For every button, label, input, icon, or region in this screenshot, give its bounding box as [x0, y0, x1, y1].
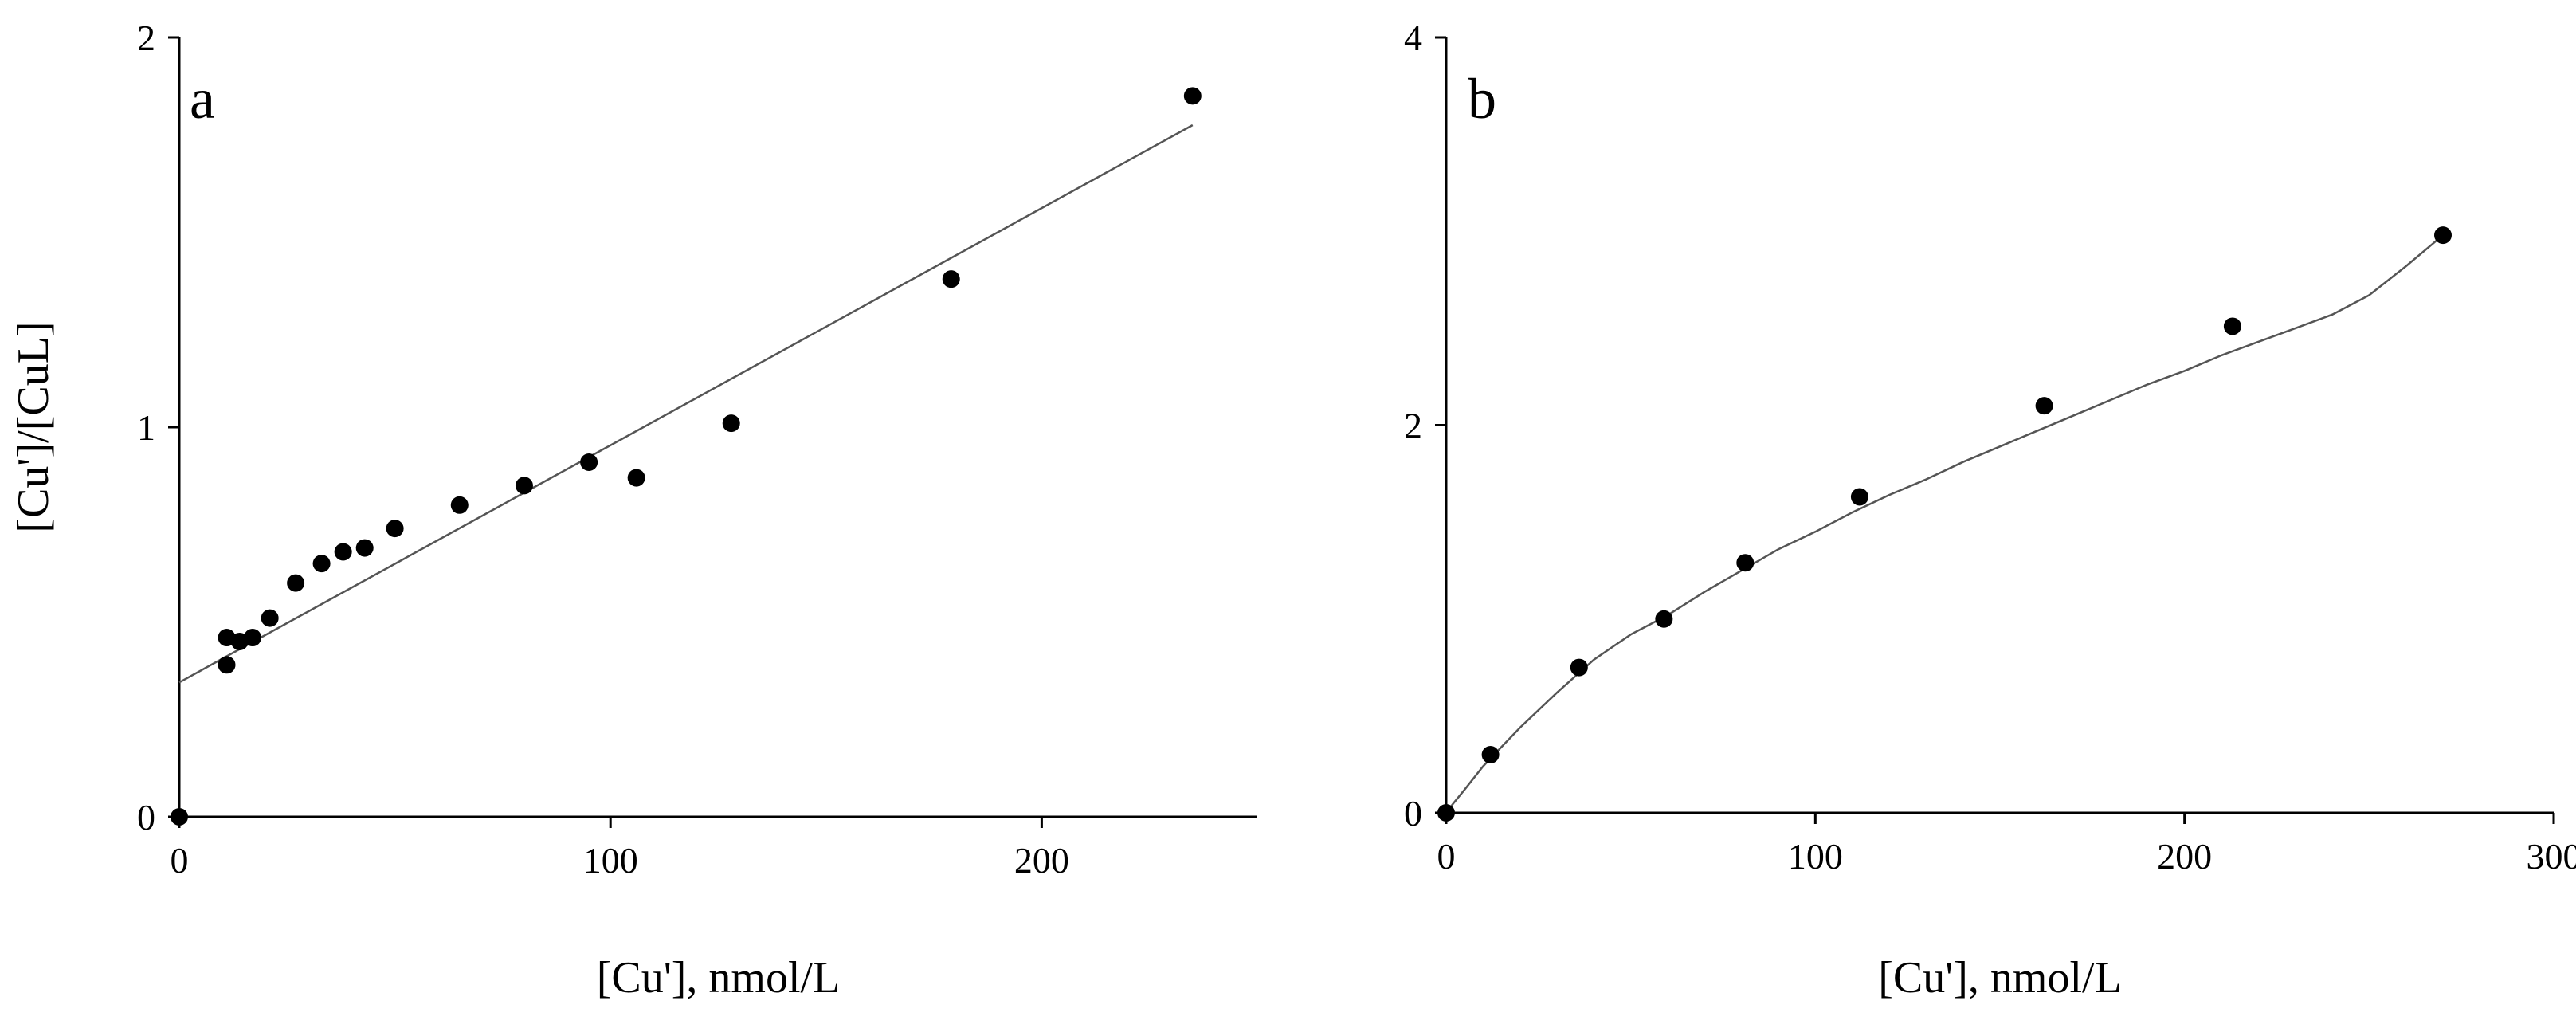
data-point [1481, 746, 1500, 764]
data-point [2223, 317, 2241, 335]
x-axis-label: [Cu'], nmol/L [597, 953, 841, 1003]
data-point [1570, 658, 1588, 677]
x-axis-label: [Cu'], nmol/L [1878, 953, 2122, 1003]
data-point [1183, 87, 1202, 105]
data-point [261, 609, 279, 627]
x-tick-label: 200 [2157, 836, 2212, 877]
data-point [171, 808, 188, 826]
data-point [515, 477, 533, 495]
data-point [627, 469, 645, 487]
data-point [1736, 554, 1755, 572]
data-point [722, 414, 740, 433]
panel-label: b [1468, 67, 1496, 131]
data-point [1850, 488, 1868, 506]
y-tick-label: 0 [137, 797, 155, 838]
x-tick-label: 200 [1014, 840, 1069, 881]
data-point [2434, 226, 2452, 245]
data-point [1655, 610, 1673, 628]
fit-line [1445, 234, 2444, 814]
data-point [312, 555, 331, 573]
data-point [2035, 397, 2053, 415]
y-tick-label: 2 [137, 18, 155, 58]
data-point [580, 453, 598, 472]
data-point [244, 629, 262, 647]
panel-b: 0 100 200 300 0 2 4 [Cu'], nmol/L b [1404, 18, 2576, 1003]
data-point [386, 520, 404, 538]
y-tick-label: 1 [137, 407, 155, 448]
y-tick-label: 4 [1404, 18, 1422, 58]
y-tick-label: 2 [1404, 406, 1422, 446]
data-point [287, 574, 305, 592]
panel-label: a [190, 67, 215, 131]
panel-a: 0 100 200 0 1 2 [Cu'], nmol/L [Cu']/[CuL] a [9, 18, 1257, 1003]
x-tick-label: 100 [1788, 836, 1843, 877]
x-tick-label: 100 [583, 840, 638, 881]
y-axis-label: [Cu']/[CuL] [9, 321, 58, 532]
data-point [1437, 804, 1455, 822]
x-tick-label: 0 [1437, 836, 1456, 877]
data-point [334, 543, 352, 561]
x-tick-label: 0 [171, 840, 189, 881]
y-tick-label: 0 [1404, 793, 1422, 834]
data-point [355, 539, 374, 557]
fit-line [178, 124, 1194, 684]
data-point [218, 656, 236, 674]
x-tick-label: 300 [2527, 836, 2576, 877]
data-point [450, 496, 469, 514]
data-point [942, 270, 960, 288]
